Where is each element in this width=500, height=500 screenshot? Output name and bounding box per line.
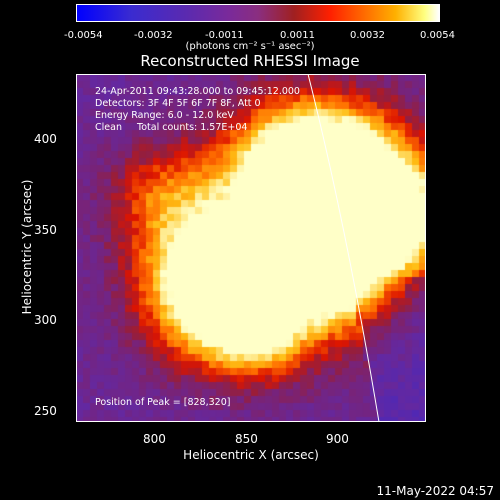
x-tick: 800 [143, 432, 166, 446]
info-energy-range: Energy Range: 6.0 - 12.0 keV [95, 110, 234, 121]
y-tick: 350 [34, 223, 57, 237]
y-tick: 400 [34, 132, 57, 146]
info-time-range: 24-Apr-2011 09:43:28.000 to 09:45:12.000 [95, 86, 300, 97]
plot-frame [76, 74, 426, 422]
colorbar [76, 4, 440, 22]
info-detectors: Detectors: 3F 4F 5F 6F 7F 8F, Att 0 [95, 98, 261, 109]
x-axis-label: Heliocentric X (arcsec) [183, 448, 319, 462]
colorbar-tick: -0.0032 [134, 30, 173, 41]
timestamp: 11-May-2022 04:57 [376, 484, 494, 498]
y-tick: 250 [34, 404, 57, 418]
colorbar-tick: -0.0011 [205, 30, 244, 41]
y-axis-label: Heliocentric Y (arcsec) [20, 179, 34, 315]
solar-limb-curve [307, 74, 380, 422]
colorbar-tick: 0.0032 [350, 30, 385, 41]
peak-position-label: Position of Peak = [828,320] [95, 397, 231, 408]
x-tick: 900 [326, 432, 349, 446]
colorbar-tick: 0.0054 [420, 30, 455, 41]
x-tick: 850 [235, 432, 258, 446]
colorbar-tick: -0.0054 [64, 30, 103, 41]
plot-title: Reconstructed RHESSI Image [140, 52, 360, 70]
y-tick: 300 [34, 313, 57, 327]
info-clean-counts: Clean Total counts: 1.57E+04 [95, 122, 248, 133]
colorbar-unit-label: (photons cm⁻² s⁻¹ asec⁻²) [185, 41, 315, 52]
colorbar-tick: 0.0011 [280, 30, 315, 41]
rhessi-image-map [76, 74, 426, 422]
